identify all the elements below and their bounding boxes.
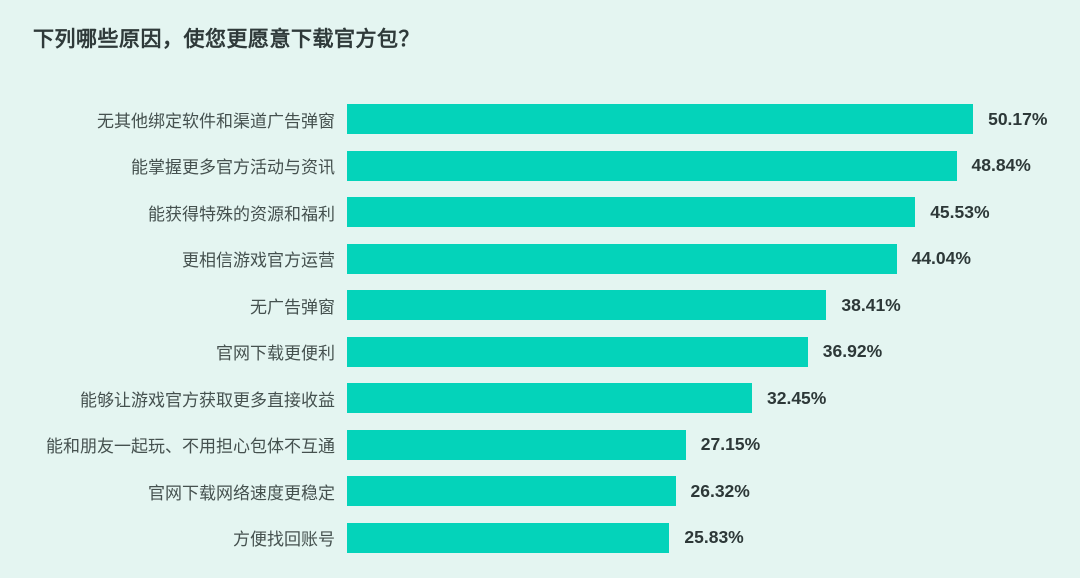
bar	[347, 522, 670, 553]
bar	[347, 290, 827, 321]
category-label: 官网下载网络速度更稳定	[148, 483, 335, 503]
bar-chart: 无其他绑定软件和渠道广告弹窗 50.17% 能掌握更多官方活动与资讯 48.84…	[0, 96, 1080, 561]
category-label: 能掌握更多官方活动与资讯	[131, 158, 335, 178]
value-label: 38.41%	[841, 294, 901, 315]
category-label: 方便找回账号	[233, 530, 335, 550]
value-label: 25.83%	[684, 527, 744, 548]
bar-track: 27.15%	[347, 422, 1080, 469]
bar	[347, 243, 897, 274]
bar-row: 无广告弹窗 38.41%	[0, 282, 1080, 329]
value-label: 48.84%	[971, 155, 1031, 176]
value-label: 36.92%	[822, 341, 883, 362]
category-label: 官网下载更便利	[216, 344, 335, 364]
value-label: 32.45%	[767, 387, 827, 408]
category-label: 无其他绑定软件和渠道广告弹窗	[97, 111, 335, 131]
value-label: 50.17%	[988, 108, 1048, 129]
bar-row: 无其他绑定软件和渠道广告弹窗 50.17%	[0, 96, 1080, 143]
bar-track: 50.17%	[347, 96, 1080, 143]
category-label: 能和朋友一起玩、不用担心包体不互通	[46, 437, 335, 457]
category-label: 能够让游戏官方获取更多直接收益	[80, 390, 335, 410]
value-label: 26.32%	[690, 480, 750, 501]
bar-row: 官网下载网络速度更稳定 26.32%	[0, 468, 1080, 515]
bar-track: 32.45%	[347, 375, 1080, 422]
value-label: 45.53%	[930, 201, 990, 222]
bar-track: 25.83%	[347, 515, 1080, 562]
bar	[347, 476, 676, 507]
bar	[347, 336, 808, 367]
bar-track: 48.84%	[347, 143, 1080, 190]
bar-row: 能和朋友一起玩、不用担心包体不互通 27.15%	[0, 422, 1080, 469]
bar-track: 38.41%	[347, 282, 1080, 329]
bar-row: 方便找回账号 25.83%	[0, 515, 1080, 562]
category-label: 无广告弹窗	[250, 297, 335, 317]
bar-row: 能获得特殊的资源和福利 45.53%	[0, 189, 1080, 236]
chart-title: 下列哪些原因，使您更愿意下载官方包？	[33, 28, 420, 51]
category-label: 能获得特殊的资源和福利	[148, 204, 335, 224]
bar-row: 更相信游戏官方运营 44.04%	[0, 236, 1080, 283]
value-label: 27.15%	[700, 434, 761, 455]
bar-row: 官网下载更便利 36.92%	[0, 329, 1080, 376]
bar	[347, 104, 974, 135]
bar	[347, 197, 916, 228]
bar	[347, 383, 752, 414]
bar	[347, 150, 957, 181]
bar-row: 能掌握更多官方活动与资讯 48.84%	[0, 143, 1080, 190]
bar-track: 44.04%	[347, 236, 1080, 283]
bar-track: 36.92%	[347, 329, 1080, 376]
category-label: 更相信游戏官方运营	[182, 251, 335, 271]
bar	[347, 429, 686, 460]
bar-track: 45.53%	[347, 189, 1080, 236]
value-label: 44.04%	[911, 248, 971, 269]
bar-track: 26.32%	[347, 468, 1080, 515]
bar-row: 能够让游戏官方获取更多直接收益 32.45%	[0, 375, 1080, 422]
